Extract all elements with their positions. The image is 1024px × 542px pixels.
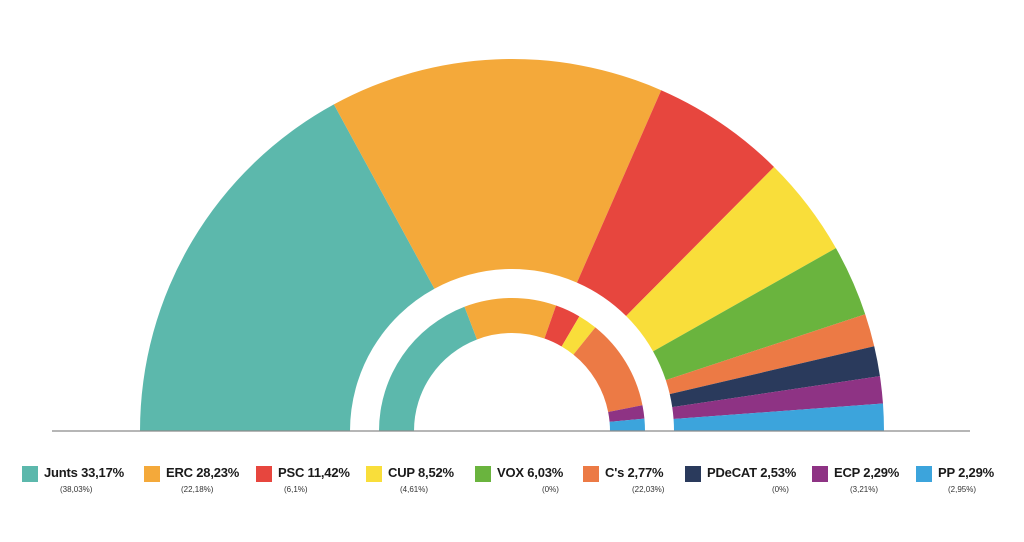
outer-slice-cup xyxy=(626,166,836,352)
outer-slice-vox xyxy=(653,248,866,381)
outer-slice-pdecat xyxy=(669,346,880,408)
legend-swatch xyxy=(22,466,38,482)
inner-slice-pp xyxy=(609,418,645,431)
legend-previous-value: (6,1%) xyxy=(284,485,308,494)
legend-swatch xyxy=(366,466,382,482)
legend-previous-value: (3,21%) xyxy=(850,485,879,494)
legend-previous-value: (4,61%) xyxy=(400,485,429,494)
legend-label: PDeCAT 2,53% xyxy=(707,465,797,480)
outer-slice-ecp xyxy=(672,376,883,420)
legend-label: PSC 11,42% xyxy=(278,465,350,480)
outer-slice-junts xyxy=(140,104,435,431)
legend-label: Junts 33,17% xyxy=(44,465,124,480)
inner-slice-psc xyxy=(544,305,580,347)
legend-swatch xyxy=(812,466,828,482)
legend-label: ECP 2,29% xyxy=(834,465,900,480)
outer-slice-pp xyxy=(673,403,884,431)
legend-previous-value: (22,03%) xyxy=(632,485,665,494)
legend-previous-value: (2,95%) xyxy=(948,485,977,494)
legend-label: PP 2,29% xyxy=(938,465,994,480)
legend-previous-value: (0%) xyxy=(772,485,789,494)
inner-slice-ecp xyxy=(608,405,645,422)
outer-ring xyxy=(140,58,884,431)
inner-slice-junts xyxy=(379,306,477,431)
legend-label: CUP 8,52% xyxy=(388,465,454,480)
legend-label: ERC 28,23% xyxy=(166,465,240,480)
legend-previous-value: (0%) xyxy=(542,485,559,494)
legend-label: C's 2,77% xyxy=(605,465,664,480)
legend-swatch xyxy=(916,466,932,482)
legend-swatch xyxy=(685,466,701,482)
outer-slice-erc xyxy=(333,58,662,289)
legend-swatch xyxy=(583,466,599,482)
outer-slice-psc xyxy=(576,90,775,317)
legend-label: VOX 6,03% xyxy=(497,465,564,480)
legend: Junts 33,17% (38,03%) ERC 28,23% (22,18%) PS… xyxy=(22,465,1012,506)
legend-swatch xyxy=(144,466,160,482)
legend-previous-value: (22,18%) xyxy=(181,485,214,494)
inner-slice-erc xyxy=(464,298,557,340)
inner-slice-cup xyxy=(561,316,596,355)
legend-swatch xyxy=(256,466,272,482)
outer-slice-cs xyxy=(665,314,875,395)
legend-swatch xyxy=(475,466,491,482)
inner-ring xyxy=(379,298,645,431)
legend-previous-value: (38,03%) xyxy=(60,485,93,494)
inner-slice-cs xyxy=(573,327,643,412)
